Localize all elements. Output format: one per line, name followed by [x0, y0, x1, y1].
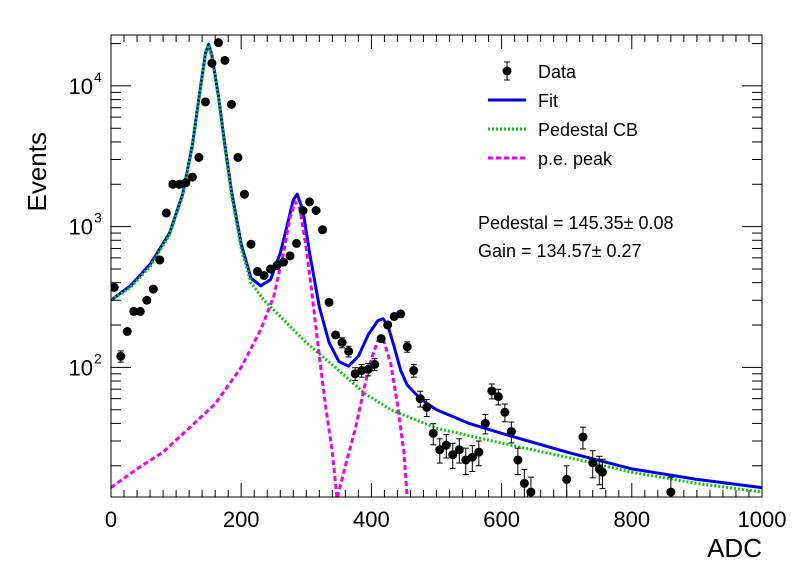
- y-tick-exponent: 2: [94, 350, 102, 366]
- data-point: [500, 407, 510, 417]
- x-tick-label: 400: [353, 507, 390, 532]
- data-point: [337, 338, 347, 348]
- data-point: [519, 478, 529, 488]
- data-point: [376, 334, 386, 344]
- x-axis-label: ADC: [707, 533, 762, 563]
- series-pedestal-cb: [111, 43, 762, 494]
- data-point: [588, 458, 598, 468]
- data-point: [487, 386, 497, 396]
- data-point: [122, 326, 132, 336]
- series-p-e-peak: [111, 200, 339, 497]
- legend-marker: [502, 66, 512, 76]
- data-point: [285, 251, 295, 261]
- data-point: [161, 208, 171, 218]
- data-point: [562, 474, 572, 484]
- y-tick-label: 10: [69, 355, 93, 380]
- data-point: [207, 58, 217, 68]
- data-point: [142, 295, 152, 305]
- data-point: [441, 440, 451, 450]
- data-point: [233, 152, 243, 162]
- data-point: [298, 206, 308, 216]
- data-point: [383, 320, 393, 330]
- data-point: [111, 282, 119, 292]
- data-point: [200, 97, 210, 107]
- data-point: [148, 284, 158, 294]
- data-point: [311, 206, 321, 216]
- series-layer: [111, 38, 762, 497]
- data-point: [506, 427, 516, 437]
- y-tick-label: 10: [69, 74, 93, 99]
- data-point: [448, 450, 458, 460]
- data-point: [578, 432, 588, 442]
- y-tick-exponent: 4: [94, 69, 102, 85]
- data-point: [331, 330, 341, 340]
- data-point: [428, 428, 438, 438]
- data-point: [454, 445, 464, 455]
- data-point: [129, 306, 139, 316]
- x-tick-label: 600: [483, 507, 520, 532]
- x-tick-label: 1000: [738, 507, 787, 532]
- legend-label: Pedestal CB: [538, 120, 638, 140]
- data-point: [168, 179, 178, 189]
- data-point: [324, 297, 334, 307]
- legend: Data Fit Pedestal CB p.e. peak: [488, 61, 638, 169]
- data-point: [213, 38, 223, 48]
- data-point: [526, 487, 536, 497]
- legend-label: Data: [538, 62, 577, 82]
- data-point: [363, 364, 373, 374]
- y-axis-label: Events: [22, 132, 52, 212]
- data-point: [435, 445, 445, 455]
- data-point: [155, 255, 165, 265]
- x-tick-label: 0: [105, 507, 117, 532]
- gain-annotation: Gain = 134.57± 0.27: [478, 241, 642, 261]
- data-point: [598, 467, 608, 477]
- data-point: [181, 178, 191, 188]
- data-point: [252, 267, 262, 277]
- data-point: [116, 351, 126, 361]
- data-point: [344, 346, 354, 356]
- data-point: [239, 189, 249, 199]
- data-point: [194, 152, 204, 162]
- data-point: [409, 366, 419, 376]
- x-tick-label: 200: [223, 507, 260, 532]
- legend-label: Fit: [538, 91, 558, 111]
- data-point: [305, 197, 315, 207]
- data-point: [402, 342, 412, 352]
- data-point: [513, 455, 523, 465]
- plot-area: [111, 38, 762, 497]
- data-point: [220, 55, 230, 65]
- data-point: [279, 257, 289, 267]
- data-point: [493, 392, 503, 402]
- y-tick-label: 10: [69, 215, 93, 240]
- data-point: [422, 402, 432, 412]
- data-point: [318, 225, 328, 235]
- data-point: [246, 239, 256, 249]
- data-point: [292, 238, 302, 248]
- data-point: [467, 452, 477, 462]
- data-point: [135, 306, 145, 316]
- x-tick-label: 800: [613, 507, 650, 532]
- data-point: [226, 99, 236, 109]
- pedestal-annotation: Pedestal = 145.35± 0.08: [478, 213, 674, 233]
- data-point: [187, 172, 197, 182]
- legend-label: p.e. peak: [538, 149, 613, 169]
- data-point: [259, 270, 269, 280]
- data-point: [396, 309, 406, 319]
- data-point: [474, 447, 484, 457]
- data-point: [370, 359, 380, 369]
- data-point: [415, 394, 425, 404]
- y-tick-exponent: 3: [94, 210, 102, 226]
- data-point: [480, 418, 490, 428]
